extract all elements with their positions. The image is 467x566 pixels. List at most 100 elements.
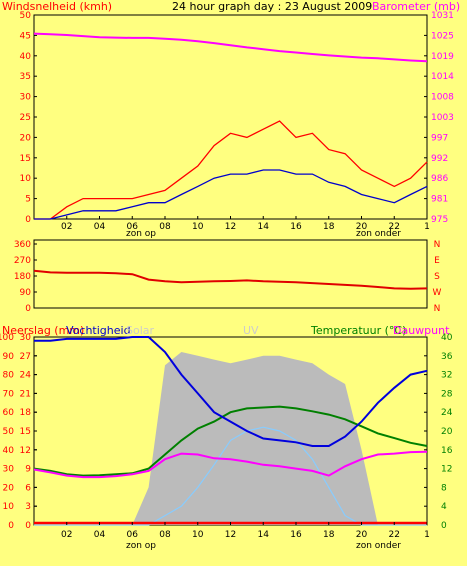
baro-tick-label: 1019 [431,52,454,62]
humidity-tick-label: 20 [3,483,15,493]
x-tick-label-bottom: 06 [127,530,139,540]
direction-tick-label: 180 [14,272,31,282]
sunset-label-top: zon onder [356,229,401,239]
baro-tick-label: 992 [431,154,448,164]
compass-label: E [434,256,440,266]
temp-tick-label: 12 [441,465,452,475]
x-tick-label-top: 20 [356,222,368,232]
barometer-y-ticks: 975 981 986 992 997 1003 1008 1014 1019 1025 1031 [424,11,454,225]
baro-tick-label: 1014 [431,72,454,82]
rain-y-ticks: 0 3 6 9 12 15 18 21 24 27 30 [20,333,37,531]
rain-tick-label: 3 [25,502,31,512]
x-tick-label-top: 06 [127,222,139,232]
wind-tick-label: 35 [20,72,31,82]
rain-tick-label: 12 [20,446,31,456]
uv-label: UV [243,324,259,337]
compass-label: S [434,272,440,282]
wind-tick-label: 15 [20,154,31,164]
temp-tick-label: 0 [441,521,447,531]
baro-tick-label: 1025 [431,31,454,41]
wind-tick-label: 25 [20,113,31,123]
wind-tick-label: 50 [20,11,32,21]
baro-tick-label: 986 [431,174,448,184]
temp-tick-label: 24 [441,408,453,418]
wind-tick-label: 0 [25,215,31,225]
humidity-tick-label: 80 [3,371,15,381]
compass-label: N [434,304,441,314]
x-tick-label-top: 08 [159,222,171,232]
humidity-tick-label: 60 [3,408,15,418]
direction-tick-label: 90 [20,288,32,298]
temp-tick-label: 40 [441,333,453,343]
x-tick-label-bottom: 1 [424,530,430,540]
x-tick-label-bottom: 12 [225,530,236,540]
rain-tick-label: 30 [20,333,32,343]
wind-y-ticks: 0 5 10 15 20 25 30 35 40 45 50 [20,11,37,225]
x-tick-label-top: 02 [61,222,72,232]
humidity-tick-label: 100 [0,333,14,343]
humidity-tick-label: 50 [3,427,15,437]
x-tick-label-bottom: 20 [356,530,368,540]
temp-tick-label: 20 [441,427,453,437]
solar-label: Solar [126,324,155,337]
wind-axis-title: Windsnelheid (kmh) [2,0,112,13]
direction-tick-label: 270 [14,256,31,266]
wind-tick-label: 20 [20,133,32,143]
temp-tick-label: 36 [441,352,453,362]
baro-tick-label: 981 [431,195,448,205]
x-tick-label-top: 18 [323,222,335,232]
humidity-tick-label: 30 [3,465,15,475]
x-tick-label-top: 22 [389,222,400,232]
humidity-tick-label: 70 [3,389,15,399]
direction-tick-label: 0 [25,304,31,314]
baro-tick-label: 1031 [431,11,454,21]
x-tick-label-top: 14 [258,222,270,232]
rain-tick-label: 9 [25,465,31,475]
baro-tick-label: 975 [431,215,448,225]
wind-tick-label: 30 [20,93,32,103]
humidity-axis-title: Vochtigheid [66,324,131,337]
dewpoint-axis-title: Dauwpunt [393,324,450,337]
x-tick-label-top: 10 [192,222,204,232]
humidity-tick-label: 10 [3,502,15,512]
direction-panel [33,239,428,309]
humidity-tick-label: 40 [3,446,15,456]
rain-tick-label: 18 [20,408,32,418]
direction-y-ticks: 0 90 180 270 360 [14,240,37,314]
rain-axis-title: Neerslag (mm) [2,324,84,337]
wind_gust-line [34,120,428,220]
temp-tick-label: 16 [441,446,453,456]
x-tick-label-bottom: 18 [323,530,335,540]
direction-tick-label: 360 [14,240,31,250]
rain-tick-label: 0 [25,521,31,531]
solar-area [34,352,427,525]
rain-tick-label: 15 [20,427,31,437]
wind-tick-label: 40 [20,52,32,62]
x-tick-label-bottom: 10 [192,530,204,540]
compass-label: N [434,240,441,250]
x-tick-label-bottom: 16 [290,530,302,540]
sunset-label-bottom: zon onder [356,541,401,551]
wind-tick-label: 45 [20,31,31,41]
barometer-line [33,32,428,63]
x-tick-label-bottom: 02 [61,530,72,540]
wind-baro-series [33,32,428,220]
baro-tick-label: 1008 [431,93,454,103]
temperature-axis-title: Temperatuur (°C) [310,324,406,337]
x-tick-label-bottom: 08 [159,530,171,540]
direction-line [33,269,428,290]
temp-tick-label: 4 [441,502,447,512]
x-tick-label-bottom: 22 [389,530,400,540]
baro-tick-label: 997 [431,133,448,143]
rain-tick-label: 27 [20,352,31,362]
x-tick-label-bottom: 04 [94,530,106,540]
temperature-y-ticks: 0 4 8 12 16 20 24 28 32 36 40 [424,333,453,531]
graph-title: 24 hour graph day : 23 August 2009 [172,0,372,13]
humidity-tick-label: 90 [3,352,15,362]
x-tick-label-top: 12 [225,222,236,232]
humidity-tick-label: 0 [8,521,14,531]
rain-tick-label: 21 [20,389,31,399]
temperature-line [33,405,428,477]
